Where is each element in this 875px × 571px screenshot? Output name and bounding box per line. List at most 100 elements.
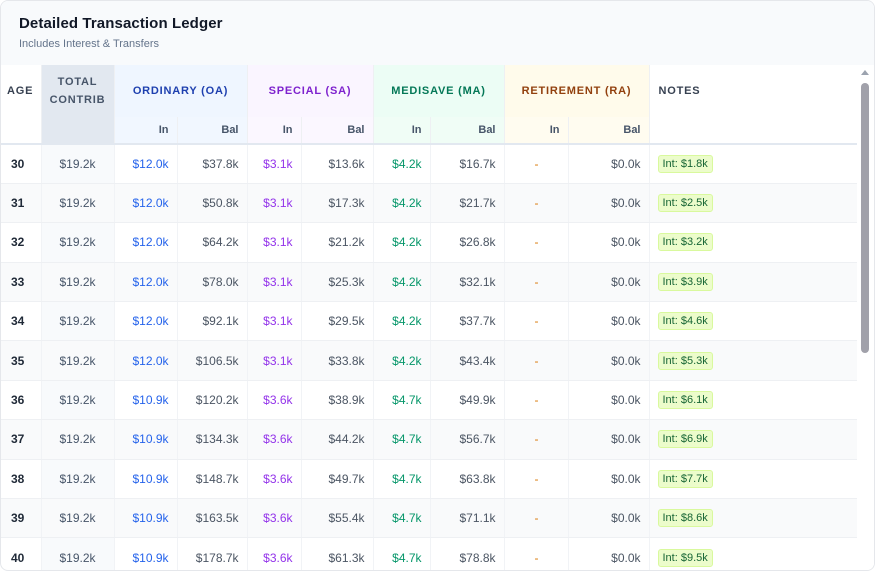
- cell-ra-bal: $0.0k: [568, 301, 650, 342]
- cell-ma-bal: $26.8k: [430, 222, 505, 263]
- cell-age: 39: [1, 498, 42, 539]
- cell-sa-in: $3.1k: [247, 340, 302, 381]
- cell-notes: Int: $8.6k: [649, 498, 859, 539]
- cell-age: 37: [1, 419, 42, 460]
- table-row: 37 $19.2k $10.9k $134.3k $3.6k $44.2k $4.7k $56…: [1, 419, 859, 460]
- cell-age: 33: [1, 262, 42, 303]
- cell-ra-in: -: [504, 301, 569, 342]
- table-row: 38 $19.2k $10.9k $148.7k $3.6k $49.7k $4.7k $63…: [1, 459, 859, 500]
- scroll-up-arrow-icon[interactable]: [861, 70, 869, 75]
- cell-total-contrib: $19.2k: [41, 301, 115, 342]
- cell-sa-bal: $44.2k: [301, 419, 374, 460]
- cell-ma-in: $4.7k: [373, 459, 431, 500]
- cell-ra-bal: $0.0k: [568, 459, 650, 500]
- cell-sa-bal: $21.2k: [301, 222, 374, 263]
- interest-note-badge: Int: $4.6k: [657, 312, 713, 331]
- table-row: 30 $19.2k $12.0k $37.8k $3.1k $13.6k $4.2k $16.…: [1, 144, 859, 184]
- cell-oa-bal: $163.5k: [177, 498, 248, 539]
- cell-oa-in: $12.0k: [114, 144, 178, 184]
- cell-notes: Int: $3.2k: [649, 222, 859, 263]
- interest-note-badge: Int: $3.2k: [657, 233, 713, 252]
- col-header-oa: ORDINARY (OA): [114, 65, 248, 117]
- cell-oa-in: $10.9k: [114, 419, 178, 460]
- cell-sa-in: $3.1k: [247, 262, 302, 303]
- cell-sa-bal: $17.3k: [301, 183, 374, 224]
- cell-age: 32: [1, 222, 42, 263]
- cell-sa-bal: $55.4k: [301, 498, 374, 539]
- cell-oa-in: $12.0k: [114, 183, 178, 224]
- scrollbar-thumb[interactable]: [861, 83, 869, 353]
- interest-note-badge: Int: $6.9k: [657, 430, 713, 449]
- cell-oa-bal: $148.7k: [177, 459, 248, 500]
- col-header-total-contrib: TOTAL CONTRIB: [41, 65, 115, 117]
- cell-sa-in: $3.6k: [247, 537, 302, 570]
- cell-ra-in: -: [504, 459, 569, 500]
- cell-oa-in: $12.0k: [114, 340, 178, 381]
- card-subtitle: Includes Interest & Transfers: [19, 38, 160, 50]
- cell-ra-bal: $0.0k: [568, 183, 650, 224]
- cell-ra-in: -: [504, 262, 569, 303]
- subheader-ra-in: In: [504, 117, 569, 145]
- cell-oa-in: $10.9k: [114, 537, 178, 570]
- table-row: 36 $19.2k $10.9k $120.2k $3.6k $38.9k $4.7k $49…: [1, 380, 859, 421]
- interest-note-badge: Int: $5.3k: [657, 351, 713, 370]
- cell-ma-in: $4.2k: [373, 340, 431, 381]
- cell-age: 36: [1, 380, 42, 421]
- cell-notes: Int: $4.6k: [649, 301, 859, 342]
- ledger-table-scroll[interactable]: AGE TOTAL CONTRIB ORDINARY (OA) SPECIAL …: [1, 65, 859, 570]
- cell-sa-bal: $38.9k: [301, 380, 374, 421]
- cell-sa-in: $3.1k: [247, 183, 302, 224]
- cell-ma-bal: $49.9k: [430, 380, 505, 421]
- cell-total-contrib: $19.2k: [41, 222, 115, 263]
- interest-note-badge: Int: $9.5k: [657, 548, 713, 567]
- cell-sa-bal: $29.5k: [301, 301, 374, 342]
- cell-ma-in: $4.7k: [373, 537, 431, 570]
- cell-notes: Int: $6.1k: [649, 380, 859, 421]
- cell-total-contrib: $19.2k: [41, 262, 115, 303]
- ledger-table: AGE TOTAL CONTRIB ORDINARY (OA) SPECIAL …: [1, 65, 859, 570]
- cell-total-contrib: $19.2k: [41, 340, 115, 381]
- cell-ma-in: $4.7k: [373, 419, 431, 460]
- vertical-scrollbar[interactable]: [857, 65, 874, 570]
- table-row: 34 $19.2k $12.0k $92.1k $3.1k $29.5k $4.2k $37.…: [1, 301, 859, 342]
- cell-notes: Int: $2.5k: [649, 183, 859, 224]
- cell-ma-bal: $43.4k: [430, 340, 505, 381]
- cell-ma-in: $4.2k: [373, 262, 431, 303]
- cell-ra-in: -: [504, 144, 569, 184]
- interest-note-badge: Int: $7.7k: [657, 469, 713, 488]
- cell-ra-bal: $0.0k: [568, 380, 650, 421]
- cell-notes: Int: $7.7k: [649, 459, 859, 500]
- cell-ra-in: -: [504, 537, 569, 570]
- subheader-blank: [41, 117, 115, 145]
- cell-oa-in: $12.0k: [114, 262, 178, 303]
- cell-ma-in: $4.2k: [373, 301, 431, 342]
- cell-ma-in: $4.7k: [373, 380, 431, 421]
- cell-total-contrib: $19.2k: [41, 183, 115, 224]
- cell-ma-bal: $21.7k: [430, 183, 505, 224]
- cell-ma-bal: $32.1k: [430, 262, 505, 303]
- cell-sa-in: $3.6k: [247, 459, 302, 500]
- cell-ra-bal: $0.0k: [568, 419, 650, 460]
- cell-total-contrib: $19.2k: [41, 459, 115, 500]
- card-header: Detailed Transaction Ledger Includes Int…: [1, 1, 874, 65]
- cell-oa-bal: $92.1k: [177, 301, 248, 342]
- cell-ra-in: -: [504, 340, 569, 381]
- cell-total-contrib: $19.2k: [41, 419, 115, 460]
- cell-oa-in: $10.9k: [114, 498, 178, 539]
- table-row: 39 $19.2k $10.9k $163.5k $3.6k $55.4k $4.7k $71…: [1, 498, 859, 539]
- cell-ra-bal: $0.0k: [568, 498, 650, 539]
- cell-age: 34: [1, 301, 42, 342]
- col-header-ma: MEDISAVE (MA): [373, 65, 505, 117]
- cell-age: 35: [1, 340, 42, 381]
- subheader-blank: [1, 117, 42, 145]
- cell-sa-bal: $49.7k: [301, 459, 374, 500]
- cell-age: 31: [1, 183, 42, 224]
- cell-sa-bal: $33.8k: [301, 340, 374, 381]
- interest-note-badge: Int: $1.8k: [657, 154, 713, 173]
- table-row: 35 $19.2k $12.0k $106.5k $3.1k $33.8k $4.2k $43…: [1, 340, 859, 381]
- cell-oa-in: $12.0k: [114, 301, 178, 342]
- col-header-age: AGE: [1, 65, 42, 117]
- cell-notes: Int: $5.3k: [649, 340, 859, 381]
- cell-sa-bal: $25.3k: [301, 262, 374, 303]
